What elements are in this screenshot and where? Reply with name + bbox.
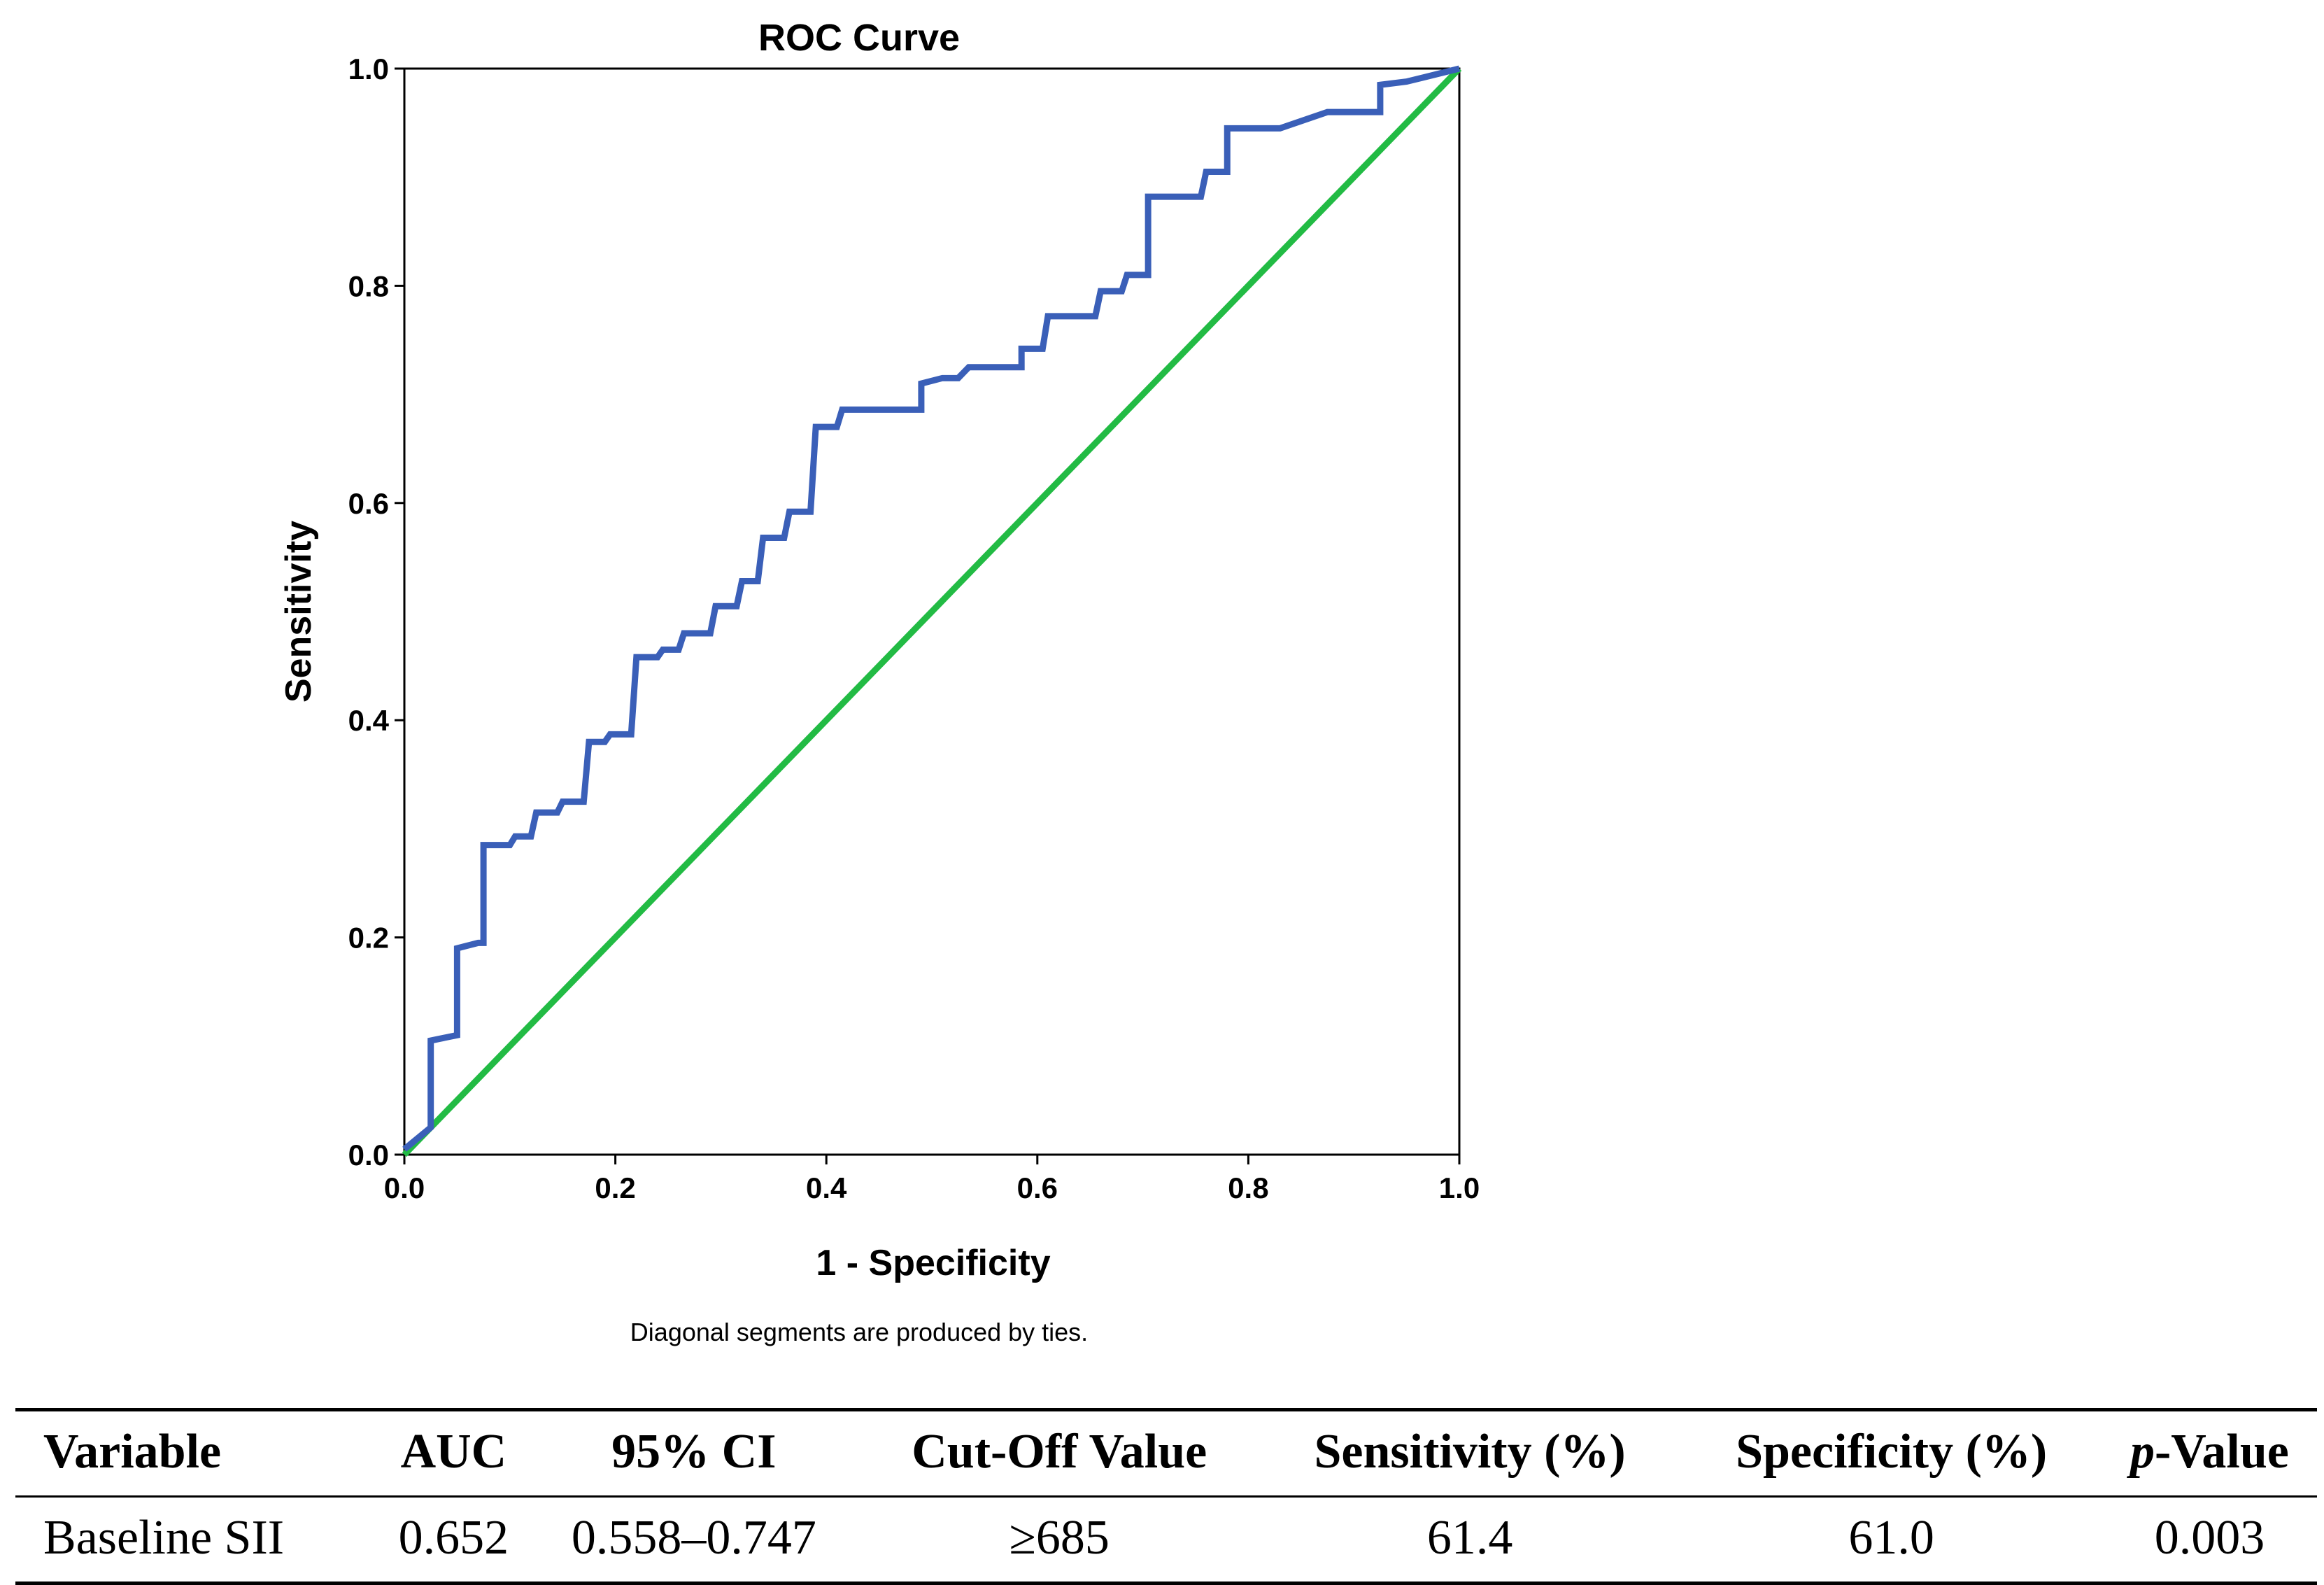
header-cutoff: Cut-Off Value	[912, 1425, 1207, 1479]
y-axis-ticks: 0.0 0.2 0.4 0.6 0.8 1.0	[348, 52, 404, 1171]
header-pvalue: p-Value	[2102, 1410, 2317, 1497]
x-tick-label: 0.4	[806, 1171, 847, 1204]
header-pvalue-p: p	[2130, 1425, 2155, 1479]
chart-footnote: Diagonal segments are produced by ties.	[630, 1318, 1088, 1346]
cell-variable: Baseline SII	[43, 1511, 285, 1565]
x-tick-label: 1.0	[1439, 1171, 1480, 1204]
table-header-row: Variable AUC 95% CI Cut-Off Value Sensit…	[15, 1409, 2317, 1497]
y-tick-label: 0.8	[348, 269, 389, 302]
y-axis-label: Sensitivity	[278, 521, 319, 703]
header-specificity: Specificity (%)	[1736, 1425, 2048, 1479]
x-axis-label: 1 - Specificity	[816, 1243, 1050, 1283]
cell-ci: 0.558–0.747	[571, 1511, 816, 1565]
x-tick-label: 0.8	[1228, 1171, 1268, 1204]
cell-sensitivity: 61.4	[1426, 1511, 1513, 1565]
header-ci: 95% CI	[611, 1425, 777, 1479]
x-tick-label: 0.0	[384, 1171, 425, 1204]
cell-auc: 0.652	[398, 1511, 509, 1565]
series-layer	[402, 65, 1462, 1157]
plot-area-frame	[403, 67, 1461, 1156]
y-tick-label: 0.2	[348, 922, 389, 954]
cell-pvalue: 0.003	[2154, 1511, 2265, 1565]
table-row: Baseline SII 0.652 0.558–0.747 ≥685 61.4…	[15, 1497, 2317, 1584]
header-variable: Variable	[43, 1425, 222, 1479]
x-tick-label: 0.2	[595, 1171, 635, 1204]
results-table: Variable AUC 95% CI Cut-Off Value Sensit…	[15, 1408, 2317, 1585]
y-tick-label: 1.0	[348, 52, 389, 85]
y-tick-label: 0.4	[348, 704, 390, 737]
reference-line	[402, 66, 1462, 1157]
cell-cutoff: ≥685	[1009, 1511, 1110, 1565]
y-tick-label: 0.6	[348, 487, 389, 520]
header-pvalue-rest: -Value	[2154, 1425, 2289, 1479]
y-tick-label: 0.0	[348, 1139, 389, 1171]
cell-specificity: 61.0	[1848, 1511, 1934, 1565]
roc-curve-line	[402, 65, 1461, 1152]
header-auc: AUC	[400, 1425, 507, 1479]
header-sensitivity: Sensitivity (%)	[1314, 1425, 1626, 1479]
chart-title: ROC Curve	[758, 17, 960, 59]
roc-chart: ROC Curve 0.0 0.2 0.4 0.6 0.8 1.0 0.00.20.40.…	[278, 17, 1480, 1346]
x-tick-label: 0.6	[1017, 1171, 1058, 1204]
x-axis-ticks: 0.0 0.2 0.4 0.6 0.8 1.0	[384, 1155, 1480, 1204]
